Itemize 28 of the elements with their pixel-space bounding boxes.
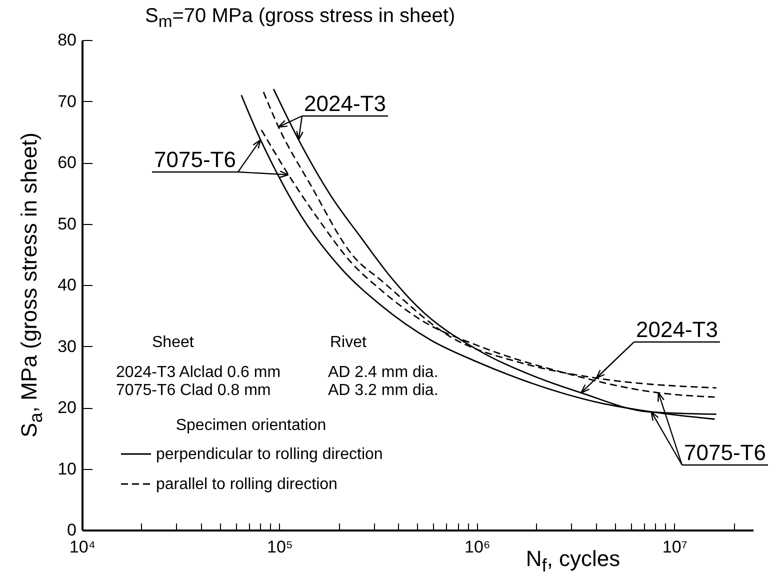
annotation: 2024-T3 (636, 317, 718, 342)
annotation: AD 2.4 mm dia. (328, 364, 438, 381)
annotation: AD 3.2 mm dia. (328, 382, 438, 399)
y-tick-label: 40 (58, 276, 76, 294)
annotation: 2024-T3 Alclad 0.6 mm (116, 364, 281, 381)
y-tick-label: 50 (58, 214, 76, 234)
annotation: 7075-T6 Clad 0.8 mm (116, 382, 271, 399)
y-tick-label: 30 (58, 336, 76, 356)
y-tick-label: 10 (58, 459, 76, 478)
x-tick-label: 10⁶ (464, 538, 490, 556)
legend-title: Specimen orientation (176, 417, 326, 434)
legend-label: parallel to rolling direction (156, 476, 338, 493)
x-tick-label: 10⁷ (662, 538, 688, 556)
annotation: Sheet (152, 334, 194, 351)
y-tick-label: 60 (58, 153, 76, 172)
chart-title: S$_{m}$=70 MPa (gross stress in sheet) (145, 5, 456, 31)
legend-label: perpendicular to rolling direction (156, 446, 383, 463)
y-tick-label: 80 (58, 30, 76, 50)
x-tick-label: 10⁴ (69, 538, 96, 556)
y-tick-label: 70 (58, 92, 76, 111)
annotation: 7075-T6 (154, 147, 236, 172)
y-tick-label: 20 (58, 398, 76, 417)
annotation: 2024-T3 (304, 91, 386, 116)
annotation: 7075-T6 (684, 440, 766, 465)
y-tick-label: 0 (67, 520, 76, 540)
annotation: Rivet (330, 334, 366, 351)
x-tick-label: 10⁵ (266, 538, 293, 556)
x-axis-title: N$_{f}$, cycles (526, 546, 620, 576)
